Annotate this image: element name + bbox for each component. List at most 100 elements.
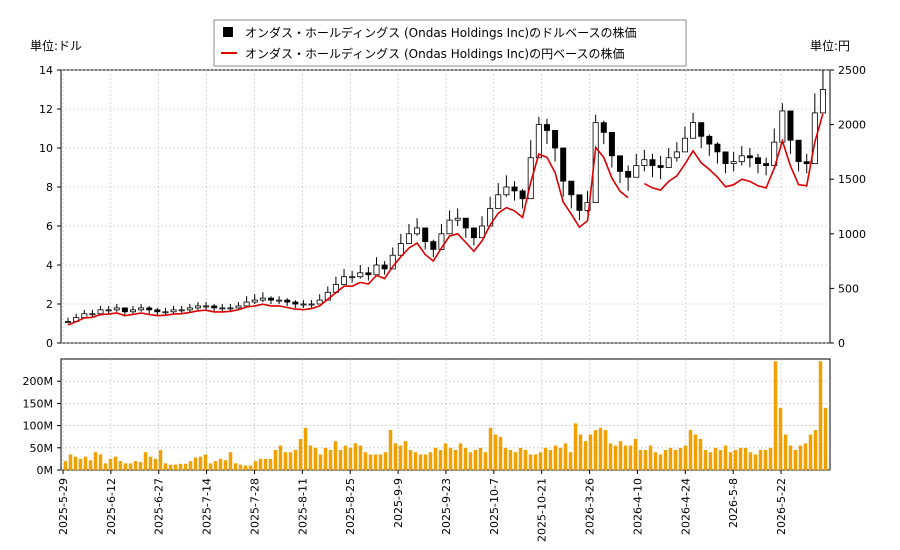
candle-body	[97, 309, 104, 315]
candle-body	[316, 299, 323, 305]
volume-bar	[383, 452, 388, 470]
volume-bar	[223, 460, 228, 470]
volume-bar	[408, 450, 413, 470]
candle-body	[755, 157, 762, 164]
volume-bar	[308, 445, 313, 470]
volume-bar	[318, 454, 323, 470]
volume-bar	[778, 407, 783, 470]
candle-body	[186, 307, 193, 311]
volume-bar	[668, 447, 673, 470]
volume-bar	[503, 447, 508, 470]
volume-bar	[368, 454, 373, 470]
volume-bar	[748, 452, 753, 470]
volume-bar	[528, 454, 533, 470]
candle-body	[341, 276, 348, 285]
candle-body	[576, 194, 583, 211]
volume-bar	[608, 443, 613, 470]
volume-bar	[283, 452, 288, 470]
volume-bar	[153, 458, 158, 470]
volume-bar	[363, 452, 368, 470]
volume-bar	[458, 443, 463, 470]
candle-body	[617, 155, 624, 172]
x-tick-label: 2025-5-29	[57, 478, 70, 535]
candle-body	[527, 157, 534, 200]
candle-body	[608, 131, 615, 157]
candle-body	[373, 264, 380, 276]
volume-bar	[203, 454, 208, 470]
legend-candle-swatch	[223, 27, 233, 37]
volume-bar	[588, 434, 593, 470]
volume-bar	[123, 463, 128, 470]
x-tick-label: 2026-3-26	[584, 478, 597, 535]
candle-body	[543, 124, 550, 131]
right-tick-label: 2000	[838, 119, 866, 132]
volume-bar	[478, 447, 483, 470]
volume-bar	[398, 445, 403, 470]
candle-body	[535, 124, 542, 159]
volume-bar	[803, 443, 808, 470]
volume-bar	[673, 450, 678, 470]
candle-body	[194, 305, 201, 309]
right-tick-label: 2500	[838, 64, 866, 77]
candle-body	[154, 309, 161, 313]
candle-body	[763, 163, 770, 166]
candle-body	[170, 309, 177, 313]
candle-body	[584, 202, 591, 211]
x-tick-label: 2025-10-7	[488, 478, 501, 535]
volume-bar	[498, 436, 503, 470]
candle-body	[633, 165, 640, 178]
volume-bar	[288, 452, 293, 470]
volume-bar	[538, 452, 543, 470]
volume-bar	[533, 454, 538, 470]
volume-bar	[573, 423, 578, 470]
volume-bar	[128, 463, 133, 470]
candle-body	[706, 135, 713, 145]
left-tick-label: 12	[39, 103, 53, 116]
volume-bar	[813, 430, 818, 470]
volume-bar	[268, 458, 273, 470]
volume-bar	[413, 452, 418, 470]
candle-body	[738, 155, 745, 163]
candle-body	[552, 130, 559, 149]
x-tick-label: 2026-4-24	[679, 478, 692, 535]
x-tick-label: 2025-9-9	[392, 478, 405, 528]
candle-body	[503, 186, 510, 196]
volume-bar	[148, 456, 153, 470]
volume-bar	[603, 430, 608, 470]
candle-body	[357, 272, 364, 278]
volume-bar	[758, 450, 763, 470]
candle-body	[113, 307, 120, 311]
volume-bar	[173, 464, 178, 470]
volume-bar	[328, 450, 333, 470]
volume-bar	[493, 434, 498, 470]
candle-body	[235, 305, 242, 309]
candle-body	[308, 303, 315, 306]
legend: オンダス・ホールディングス (Ondas Holdings Inc)のドルベース…	[213, 19, 687, 67]
candle-body	[730, 161, 737, 164]
candle-body	[779, 110, 786, 143]
x-tick-label: 2025-6-27	[153, 478, 166, 535]
volume-bar	[313, 447, 318, 470]
candle-body	[665, 157, 672, 168]
volume-bar	[108, 458, 113, 470]
volume-bar	[93, 452, 98, 470]
candle-body	[446, 219, 453, 235]
volume-tick-label: 100M	[23, 420, 54, 433]
volume-bar	[468, 452, 473, 470]
volume-bar	[578, 434, 583, 470]
candle-body	[430, 241, 437, 250]
volume-bar	[808, 434, 813, 470]
volume-bar	[543, 447, 548, 470]
left-tick-label: 0	[46, 337, 53, 350]
volume-bar	[548, 450, 553, 470]
volume-bar	[68, 454, 73, 470]
candle-body	[284, 299, 291, 303]
candle-body	[389, 254, 396, 270]
volume-bars	[63, 361, 828, 470]
x-tick-label: 2026-4-10	[631, 478, 644, 535]
candle-body	[243, 301, 250, 307]
volume-bar	[358, 445, 363, 470]
candle-body	[722, 151, 729, 164]
candle-body	[495, 194, 502, 209]
